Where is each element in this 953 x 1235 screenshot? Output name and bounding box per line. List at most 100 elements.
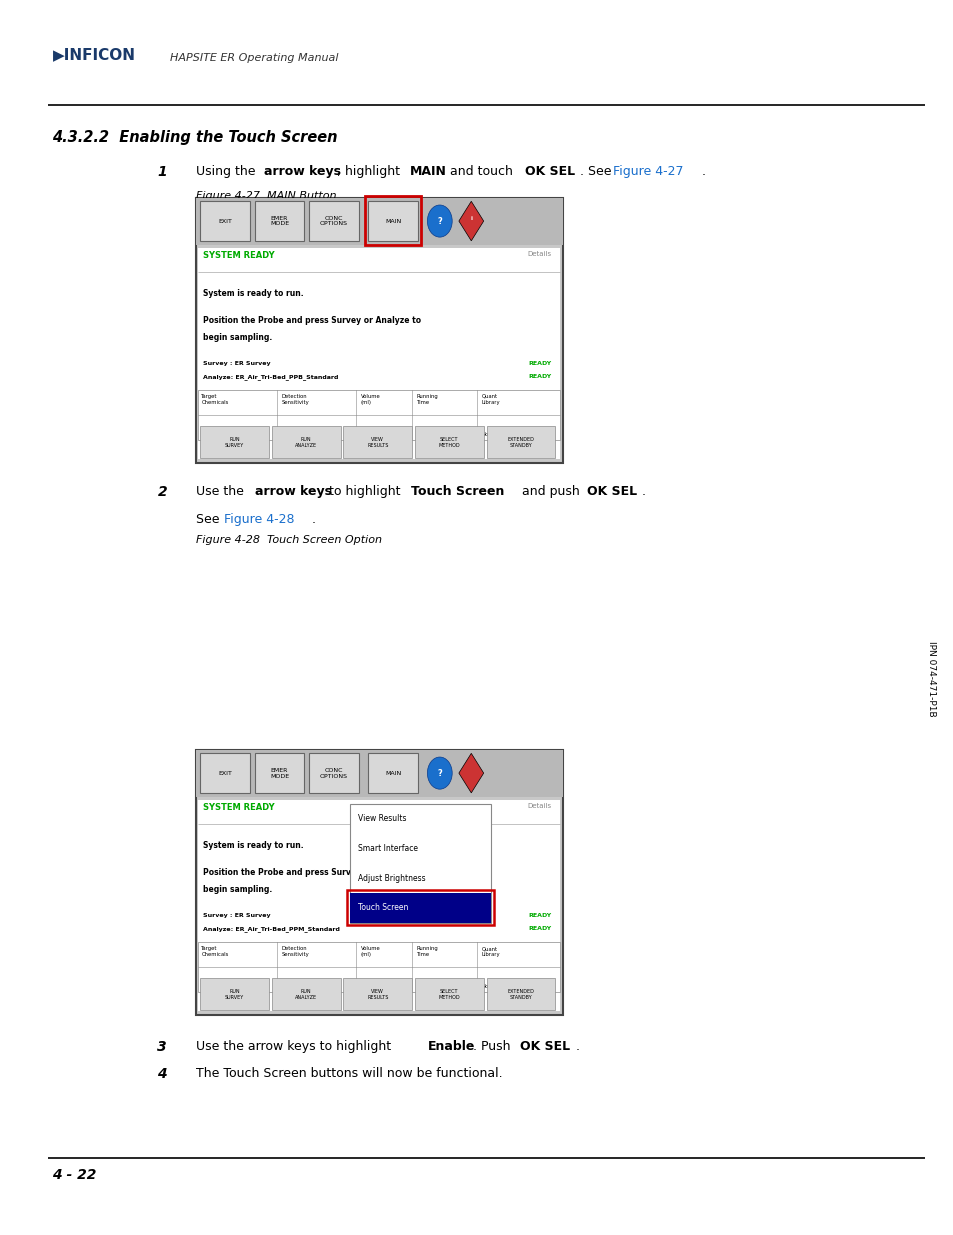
Text: .: . (700, 165, 704, 179)
Text: SELECT
METHOD: SELECT METHOD (438, 437, 459, 447)
Text: EXTENDED
STANDBY: EXTENDED STANDBY (507, 989, 534, 999)
Text: 5.0: 5.0 (360, 984, 369, 989)
Text: OK SEL: OK SEL (519, 1040, 570, 1053)
Bar (309, 201, 358, 241)
Text: arrow keys: arrow keys (264, 165, 341, 179)
Text: , highlight: , highlight (336, 165, 403, 179)
Text: Figure 4-28: Figure 4-28 (224, 513, 294, 526)
Text: Survey : ER Survey: Survey : ER Survey (203, 913, 271, 918)
Text: No: No (481, 984, 488, 989)
Bar (486, 978, 555, 1010)
Text: 4: 4 (157, 1067, 167, 1081)
Text: Figure 4-28  Touch Screen Option: Figure 4-28 Touch Screen Option (195, 535, 381, 545)
Text: MAIN: MAIN (384, 219, 401, 224)
Text: TIC in Air: TIC in Air (201, 432, 225, 437)
Text: READY: READY (528, 913, 551, 918)
Text: Enable: Enable (427, 1040, 475, 1053)
Bar (365, 196, 420, 245)
Text: No: No (481, 432, 488, 437)
Bar (195, 750, 562, 797)
Text: VIEW
RESULTS: VIEW RESULTS (367, 989, 388, 999)
Bar (195, 750, 562, 1015)
Text: 2: 2 (157, 485, 167, 499)
Bar (198, 800, 559, 1011)
Text: begin sampling.: begin sampling. (203, 885, 273, 894)
Text: ▶INFICON: ▶INFICON (52, 47, 135, 62)
Bar (415, 426, 483, 458)
Text: Figure 4-27  MAIN Button: Figure 4-27 MAIN Button (195, 191, 335, 201)
Text: arrow keys: arrow keys (254, 485, 332, 499)
Text: Volume
(ml): Volume (ml) (360, 394, 380, 405)
Text: CONC
OPTIONS: CONC OPTIONS (319, 768, 348, 778)
Text: .: . (575, 1040, 578, 1053)
Text: EXTENDED
STANDBY: EXTENDED STANDBY (507, 437, 534, 447)
Text: 100.0: 100.0 (360, 432, 375, 437)
Bar (368, 201, 417, 241)
Text: 4 - 22: 4 - 22 (52, 1168, 97, 1182)
Text: to highlight: to highlight (325, 485, 404, 499)
Text: RUN
SURVEY: RUN SURVEY (225, 989, 244, 999)
Text: SYSTEM READY: SYSTEM READY (203, 251, 274, 259)
Text: 4.3.2.2  Enabling the Touch Screen: 4.3.2.2 Enabling the Touch Screen (52, 130, 337, 144)
Text: MAIN: MAIN (384, 771, 401, 776)
Text: Target
Chemicals: Target Chemicals (201, 946, 229, 957)
Bar (343, 426, 412, 458)
Text: READY: READY (528, 374, 551, 379)
Text: IPN 074-471-P1B: IPN 074-471-P1B (925, 641, 935, 718)
Text: 3: 3 (157, 1040, 167, 1053)
Text: RUN
ANALYZE: RUN ANALYZE (294, 989, 317, 999)
Text: i: i (470, 216, 472, 221)
Text: See: See (195, 513, 223, 526)
Bar (368, 753, 417, 793)
Bar (254, 201, 304, 241)
Text: OK SEL: OK SEL (586, 485, 637, 499)
Bar (350, 804, 491, 923)
Text: Analyze: ER_Air_Tri-Bed_PPB_Standard: Analyze: ER_Air_Tri-Bed_PPB_Standard (203, 374, 338, 380)
Text: Detection
Sensitivity: Detection Sensitivity (281, 946, 309, 957)
Text: 1: 1 (157, 165, 167, 179)
Text: Touch Screen: Touch Screen (411, 485, 504, 499)
Text: Figure 4-27: Figure 4-27 (613, 165, 683, 179)
Text: RUN
SURVEY: RUN SURVEY (225, 437, 244, 447)
Text: HAPSITE ER Operating Manual: HAPSITE ER Operating Manual (170, 53, 338, 63)
Text: .: . (312, 513, 315, 526)
Text: Detection
Sensitivity: Detection Sensitivity (281, 394, 309, 405)
Polygon shape (458, 753, 483, 793)
Text: READY: READY (528, 361, 551, 366)
Text: Running
Time: Running Time (416, 946, 438, 957)
Bar (415, 978, 483, 1010)
Bar (195, 198, 562, 463)
Text: TIC in Air: TIC in Air (201, 984, 225, 989)
Text: Using the: Using the (195, 165, 259, 179)
Bar (200, 978, 269, 1010)
Text: View Results: View Results (357, 814, 406, 824)
Text: Volume
(ml): Volume (ml) (360, 946, 380, 957)
Bar (195, 198, 562, 245)
Bar (198, 248, 559, 459)
Text: .: . (641, 485, 645, 499)
Text: Analyze: ER_Air_Tri-Bed_PPM_Standard: Analyze: ER_Air_Tri-Bed_PPM_Standard (203, 926, 339, 932)
Text: High: High (281, 432, 294, 437)
Bar (200, 753, 250, 793)
Bar (272, 426, 340, 458)
Text: CONC
OPTIONS: CONC OPTIONS (319, 216, 348, 226)
Polygon shape (458, 201, 483, 241)
Text: begin sampling.: begin sampling. (203, 333, 273, 342)
Text: Target
Chemicals: Target Chemicals (201, 394, 229, 405)
Text: OK SEL: OK SEL (524, 165, 575, 179)
Text: System is ready to run.: System is ready to run. (203, 289, 303, 298)
Text: Use the: Use the (195, 485, 247, 499)
Text: Quant
Library: Quant Library (481, 946, 500, 957)
Text: Details: Details (527, 803, 551, 809)
Bar (272, 978, 340, 1010)
Text: RUN
ANALYZE: RUN ANALYZE (294, 437, 317, 447)
Text: The Touch Screen buttons will now be functional.: The Touch Screen buttons will now be fun… (195, 1067, 501, 1081)
Text: 10:00: 10:00 (416, 984, 432, 989)
Text: Position the Probe and press Survey or Analyze to: Position the Probe and press Survey or A… (203, 316, 421, 325)
Text: SYSTEM READY: SYSTEM READY (203, 803, 274, 811)
Bar (350, 893, 491, 923)
Text: EXIT: EXIT (218, 771, 232, 776)
Text: Smart Interface: Smart Interface (357, 844, 417, 853)
Text: MAIN: MAIN (410, 165, 447, 179)
Bar (343, 978, 412, 1010)
